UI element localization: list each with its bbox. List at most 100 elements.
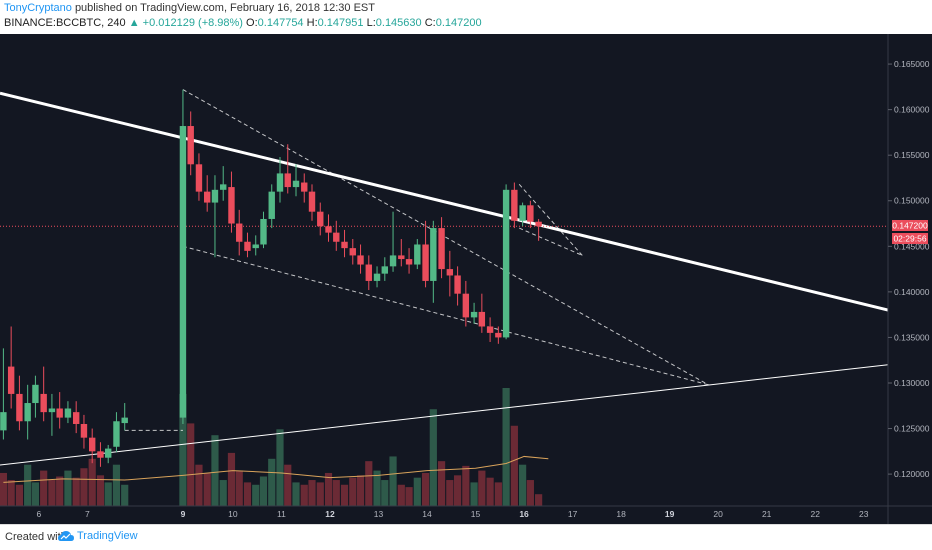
volume-bar (413, 477, 421, 506)
countdown-box (892, 233, 928, 244)
volume-bar (486, 477, 494, 506)
candle (446, 250, 454, 297)
chart-svg[interactable]: 0.165000 0.160000 0.155000 0.150000 0.145000… (0, 34, 932, 524)
high-value: 0.147951 (317, 17, 364, 29)
x-tick-label: 15 (471, 509, 481, 519)
volume-bar (316, 482, 324, 506)
author-link[interactable]: TonyCryptano (4, 2, 72, 14)
y-tick-label: 0.145000 (894, 241, 930, 251)
volume-bar (453, 475, 462, 506)
y-tick-label: 0.130000 (894, 378, 930, 388)
candle-body (462, 293, 470, 318)
candle (16, 375, 23, 431)
candle-body (32, 384, 39, 404)
candle-body (470, 311, 478, 318)
candlesticks[interactable] (0, 89, 542, 467)
candle (325, 214, 332, 242)
candle (470, 302, 478, 324)
trendline (182, 89, 709, 386)
volume-bar (121, 484, 129, 506)
candle-body (325, 226, 332, 233)
trendline (182, 245, 709, 386)
candle-body (88, 437, 96, 452)
close-label: C: (424, 17, 436, 29)
volume-bar (478, 470, 486, 506)
volume-bar (526, 480, 534, 506)
candle (373, 266, 381, 288)
candle-body (244, 241, 251, 251)
volume-bar (88, 458, 96, 506)
candle (341, 229, 348, 258)
candle-body (414, 244, 421, 265)
candle (301, 173, 308, 203)
price-tag-value: 0.147200 (892, 221, 928, 231)
candle-body (333, 232, 340, 242)
candle-body (187, 126, 194, 165)
candle (308, 184, 316, 221)
x-tick-label: 12 (325, 509, 335, 519)
candle (252, 235, 259, 256)
candle (72, 401, 80, 434)
volume-bar (437, 461, 446, 506)
volume-bar (446, 480, 454, 506)
candle (260, 211, 267, 249)
candle-body (72, 412, 80, 424)
candle-body (228, 187, 235, 224)
candle (357, 244, 364, 274)
publish-line: TonyCryptano published on TradingView.co… (4, 2, 375, 14)
candle (381, 257, 388, 281)
candle-body (389, 255, 397, 267)
x-tick-label: 22 (810, 509, 820, 519)
candle (317, 202, 324, 236)
candle-body (486, 326, 494, 333)
candle (220, 166, 227, 201)
volume-bar (243, 482, 252, 506)
x-tick-label: 20 (713, 509, 723, 519)
volume-bar (470, 482, 478, 506)
change-value: +0.012129 (+8.98%) (142, 17, 243, 29)
trendline (0, 364, 889, 466)
x-tick-label: 14 (422, 509, 432, 519)
candle-body (284, 173, 291, 188)
candle-body (204, 191, 211, 203)
candle-body (527, 205, 534, 222)
candle-body (535, 221, 542, 227)
candle (80, 414, 88, 449)
candle (292, 164, 300, 197)
candle-body (357, 255, 364, 265)
volume-bar (0, 472, 7, 506)
candle (236, 209, 243, 256)
candle-body (365, 264, 372, 281)
volume-bar (64, 470, 72, 506)
price-axis[interactable]: 0.165000 0.160000 0.155000 0.150000 0.145000… (887, 34, 930, 524)
candle (88, 428, 96, 464)
x-tick-label: 11 (277, 509, 286, 519)
candle-body (56, 408, 63, 418)
candle-body (308, 191, 316, 212)
volume-bar (24, 464, 32, 506)
y-tick-label: 0.155000 (894, 150, 930, 160)
candle (24, 384, 31, 440)
x-tick-label: 23 (859, 509, 869, 519)
candle (97, 442, 104, 467)
candle (430, 220, 437, 303)
trendline (518, 184, 583, 256)
time-axis[interactable]: 6 7 9 10 11 12 13 14 15 16 17 18 19 20 21 22 23 (0, 505, 932, 519)
volume-bar (259, 476, 268, 506)
volume-bar (300, 484, 308, 506)
tradingview-logo[interactable]: TradingView (58, 530, 138, 542)
candle (422, 220, 429, 288)
candle (462, 280, 470, 327)
volume-bar (510, 425, 518, 506)
candle-body (195, 164, 203, 192)
volume-bar (211, 435, 219, 506)
candle-body (64, 408, 72, 418)
candle (105, 444, 112, 464)
volume-bar (365, 461, 373, 506)
candle-body (381, 266, 388, 274)
candle-body (495, 332, 502, 338)
y-tick-label: 0.160000 (894, 105, 930, 115)
candle-body (349, 248, 356, 256)
chart-area[interactable]: 0.165000 0.160000 0.155000 0.150000 0.145000… (0, 34, 932, 524)
candle (179, 89, 187, 424)
